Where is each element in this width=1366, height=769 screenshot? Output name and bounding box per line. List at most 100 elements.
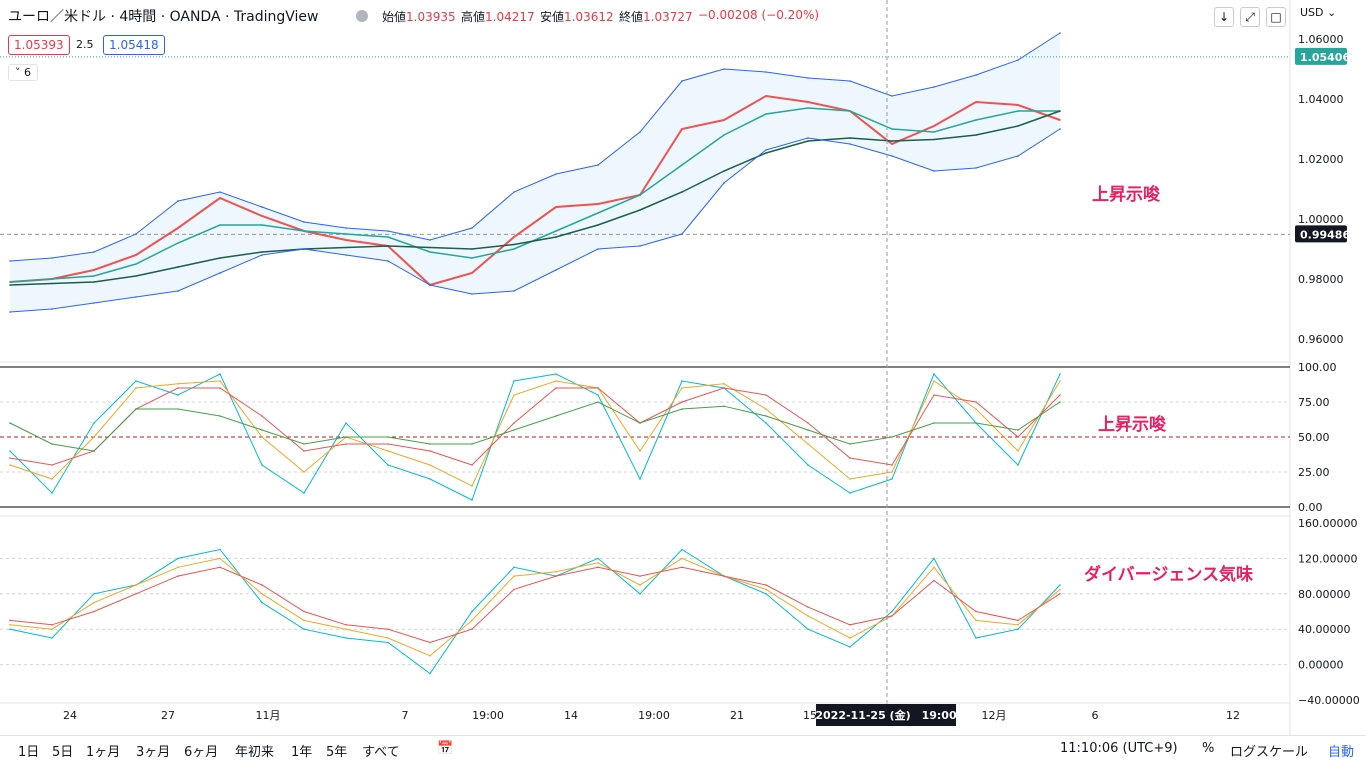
market-status-icon[interactable] [356, 10, 368, 22]
data-point [975, 101, 977, 103]
data-point [387, 436, 389, 438]
data-point [639, 209, 641, 211]
data-point [513, 422, 515, 424]
timeframe-button[interactable]: すべて [362, 745, 400, 760]
data-point [135, 263, 137, 265]
data-point [723, 119, 725, 121]
data-point [933, 131, 935, 133]
series-line-1-2 [9, 387, 1061, 466]
data-point [345, 254, 347, 256]
data-point [681, 191, 683, 193]
data-point [681, 408, 683, 410]
data-point [807, 628, 809, 630]
data-point [597, 387, 599, 389]
data-point [765, 593, 767, 595]
data-point [429, 478, 431, 480]
data-point [1059, 32, 1061, 34]
price-tick-label: 120.00000 [1298, 552, 1358, 565]
data-point [639, 575, 641, 577]
data-point [723, 170, 725, 172]
series-line-2-2 [9, 566, 1061, 644]
data-point [51, 257, 53, 259]
data-point [597, 557, 599, 560]
data-point [765, 152, 767, 154]
data-point [597, 401, 599, 403]
crosshair-time-label: 2022-11-25 (金) 19:00 [815, 708, 957, 722]
price-tick-label: 0.96000 [1298, 333, 1344, 346]
data-point [345, 246, 347, 249]
data-point [261, 584, 263, 586]
last-price-badge [1295, 47, 1347, 65]
data-point [681, 387, 683, 389]
timeframe-button[interactable]: 5日 [52, 745, 74, 760]
data-point [849, 646, 851, 648]
data-point [1059, 110, 1061, 112]
expand-icon[interactable]: ⤢ [1240, 7, 1260, 27]
data-point [261, 224, 263, 226]
data-point [471, 499, 473, 501]
last-price-label: 1.05406 [1300, 51, 1350, 64]
series-line-2-1 [9, 557, 1061, 657]
timeframe-button[interactable]: 1年 [291, 745, 313, 760]
data-point [345, 227, 347, 229]
data-point [51, 282, 53, 285]
time-tick-label: 15 [803, 709, 817, 722]
data-point [597, 212, 599, 214]
timeframe-button[interactable]: 6ヶ月 [184, 745, 219, 760]
data-point [765, 415, 767, 417]
data-point [51, 624, 53, 626]
date-range-icon[interactable]: 📅 [437, 741, 454, 756]
timeframe-button[interactable]: 3ヶ月 [136, 745, 171, 760]
data-point [1017, 125, 1019, 127]
data-point [639, 422, 641, 424]
data-point [891, 155, 893, 157]
sell-price-button[interactable]: 1.05393 [8, 35, 70, 55]
data-point [9, 619, 11, 622]
arrow-down-icon[interactable]: ↓ [1214, 7, 1234, 27]
data-point [807, 429, 809, 431]
timeframe-button[interactable]: 1日 [18, 745, 40, 760]
data-point [765, 113, 767, 115]
log-scale-button[interactable]: ログスケール [1230, 745, 1309, 760]
data-point [345, 443, 347, 445]
buy-price-button[interactable]: 1.05418 [103, 35, 165, 55]
data-point [471, 257, 473, 259]
data-point [177, 408, 179, 410]
timeframe-button[interactable]: 年初来 [235, 745, 275, 760]
data-point [177, 200, 179, 202]
data-point [135, 254, 137, 256]
data-point [1017, 104, 1019, 106]
data-point [387, 464, 389, 466]
data-point [51, 492, 53, 494]
indicators-collapse-button[interactable]: ˅ 6 [8, 64, 38, 81]
data-point [471, 293, 473, 295]
auto-scale-button[interactable]: 自動 [1328, 745, 1355, 760]
data-point [807, 464, 809, 466]
chart-canvas[interactable]: 1.06000 1.04000 1.02000 1.00000 0.98000 0.960… [0, 0, 1366, 735]
timeframe-button[interactable]: 1ヶ月 [86, 745, 121, 760]
data-point [639, 478, 641, 480]
data-point [1059, 119, 1061, 121]
data-point [681, 128, 683, 130]
data-point [639, 245, 641, 247]
currency-selector[interactable]: USD ⌄ [1300, 6, 1337, 19]
series-line-2-0 [9, 548, 1061, 675]
data-point [135, 584, 137, 586]
data-point [303, 230, 305, 232]
clock[interactable]: 11:10:06 (UTC+9) [1060, 741, 1178, 756]
data-point [93, 436, 95, 438]
time-tick-label: 12月 [982, 709, 1007, 722]
percent-scale-button[interactable]: % [1202, 741, 1215, 756]
data-point [1059, 401, 1061, 403]
price-tick-label: 0.00 [1298, 501, 1323, 514]
data-point [807, 606, 809, 608]
data-point [723, 134, 725, 136]
data-point [849, 624, 851, 626]
data-point [807, 101, 809, 103]
timeframe-button[interactable]: 5年 [326, 745, 348, 760]
window-icon[interactable]: □ [1266, 7, 1286, 27]
data-point [387, 450, 389, 452]
data-point [93, 422, 95, 424]
data-point [9, 628, 11, 630]
data-point [555, 206, 557, 208]
